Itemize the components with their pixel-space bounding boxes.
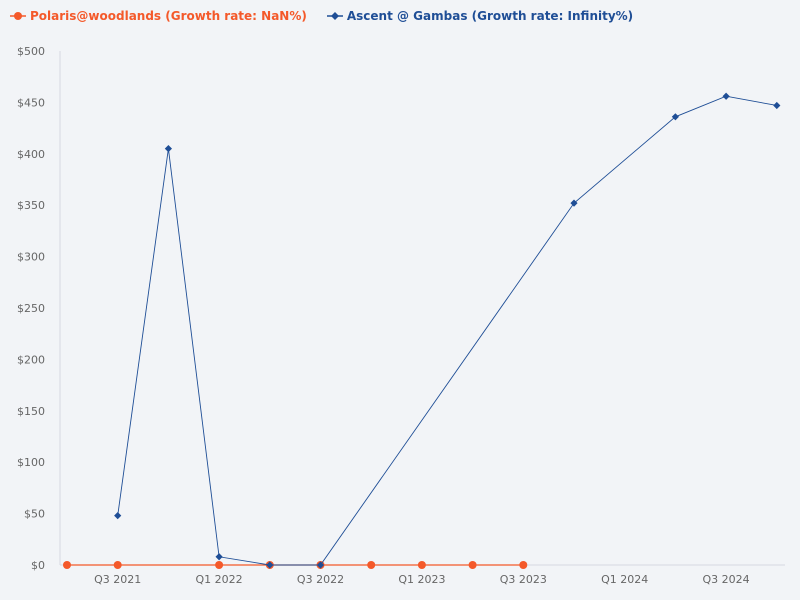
y-tick-label: $250 (17, 302, 45, 315)
x-tick-label: Q3 2021 (94, 573, 141, 586)
y-tick-label: $300 (17, 251, 45, 264)
data-point-1 (671, 113, 679, 121)
x-tick-label: Q1 2024 (601, 573, 648, 586)
series-line-1 (117, 95, 777, 566)
y-tick-label: $50 (24, 508, 45, 521)
y-tick-label: $500 (17, 45, 45, 58)
data-point-1 (164, 145, 172, 153)
legend-circle-marker-icon (10, 12, 26, 20)
data-point-1 (773, 101, 781, 110)
data-point-1 (266, 561, 274, 569)
data-point-1 (316, 561, 325, 569)
legend-label-polaris: Polaris@woodlands (Growth rate: NaN%) (30, 9, 307, 23)
data-point-0 (468, 561, 477, 569)
data-point-1 (570, 199, 578, 207)
x-tick-label: Q1 2023 (398, 573, 445, 586)
x-tick-label: Q3 2024 (703, 573, 750, 586)
data-point-1 (722, 92, 730, 100)
data-point-0 (63, 561, 71, 569)
y-tick-label: $150 (17, 405, 45, 418)
data-point-0 (215, 561, 224, 569)
x-tick-label: Q3 2022 (297, 573, 344, 586)
y-tick-label: $450 (17, 96, 45, 109)
y-tick-label: $400 (17, 148, 45, 161)
y-tick-label: $100 (17, 456, 45, 469)
data-point-0 (417, 561, 426, 569)
data-point-0 (367, 561, 376, 569)
data-point-0 (519, 561, 528, 569)
x-tick-label: Q3 2023 (500, 573, 547, 586)
data-point-1 (114, 512, 122, 520)
legend-label-ascent: Ascent @ Gambas (Growth rate: Infinity%) (346, 9, 634, 23)
chart-legend: Polaris@woodlands (Growth rate: NaN%) As… (10, 9, 633, 23)
data-point-1 (215, 553, 223, 561)
legend-diamond-marker-icon (326, 12, 343, 20)
legend-item-ascent[interactable]: Ascent @ Gambas (Growth rate: Infinity%) (326, 9, 634, 23)
legend-item-polaris[interactable]: Polaris@woodlands (Growth rate: NaN%) (10, 9, 307, 23)
x-tick-label: Q1 2022 (196, 573, 243, 586)
data-point-0 (113, 561, 122, 569)
y-tick-label: $0 (31, 559, 45, 572)
y-tick-label: $200 (17, 353, 45, 366)
y-tick-label: $350 (17, 199, 45, 212)
